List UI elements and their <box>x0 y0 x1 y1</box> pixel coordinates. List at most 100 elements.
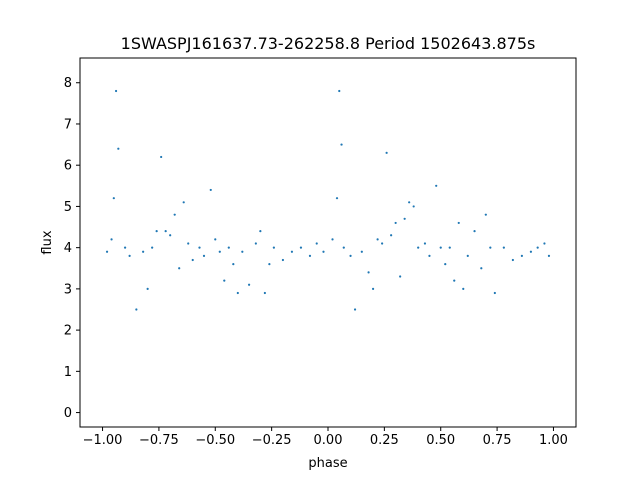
data-point <box>135 308 138 311</box>
data-point <box>259 230 262 233</box>
data-point <box>164 230 167 233</box>
data-point <box>202 254 206 257</box>
data-point <box>417 246 420 249</box>
data-point <box>169 234 172 237</box>
x-tick-label: 0.75 <box>483 433 512 448</box>
data-point <box>182 201 185 204</box>
data-point <box>128 254 131 257</box>
data-point <box>338 89 341 93</box>
chart-title: 1SWASPJ161637.73-262258.8 Period 1502643… <box>121 34 536 53</box>
data-point <box>473 230 476 233</box>
data-point <box>117 147 120 150</box>
data-point <box>209 188 212 192</box>
data-point <box>335 197 339 200</box>
data-point <box>191 258 194 262</box>
data-point <box>536 246 539 249</box>
data-point <box>349 254 352 257</box>
x-tick-label: 0.50 <box>426 433 455 448</box>
data-point <box>371 287 375 290</box>
data-point <box>155 230 158 233</box>
data-point <box>247 283 251 286</box>
data-point <box>308 254 312 257</box>
x-tick-label: −0.25 <box>252 433 292 448</box>
data-point <box>381 242 384 245</box>
y-tick-label: 6 <box>64 159 72 174</box>
data-point <box>403 217 406 220</box>
data-point <box>232 263 235 266</box>
data-point <box>511 258 514 262</box>
y-tick-label: 1 <box>64 365 72 380</box>
data-point <box>112 197 115 200</box>
scatter-points <box>105 89 551 311</box>
x-tick-label: −0.50 <box>195 433 235 448</box>
data-point <box>315 242 318 245</box>
data-point <box>412 205 415 208</box>
data-point <box>457 221 460 225</box>
data-point <box>272 246 275 249</box>
plot-frame <box>79 57 577 428</box>
data-point <box>543 242 546 245</box>
data-point <box>241 250 244 253</box>
data-point <box>198 246 201 249</box>
x-tick-label: 0.00 <box>314 433 343 448</box>
data-point <box>299 246 303 249</box>
data-point <box>254 242 257 245</box>
data-point <box>340 143 343 146</box>
y-tick-label: 7 <box>64 117 72 132</box>
data-point <box>223 279 226 282</box>
y-tick-label: 3 <box>64 282 72 297</box>
y-tick-label: 8 <box>64 76 72 91</box>
data-point <box>214 238 217 241</box>
x-tick-label: −1.00 <box>83 433 123 448</box>
data-point <box>105 250 109 253</box>
data-point <box>236 291 239 295</box>
x-axis: −1.00 −0.75 −0.50 −0.25 0.00 0.25 0.50 0.75 1.00 <box>83 427 568 448</box>
data-point <box>360 250 363 253</box>
data-point <box>110 238 113 241</box>
data-point <box>263 291 266 295</box>
data-point <box>489 246 492 249</box>
data-point <box>547 254 551 257</box>
data-point <box>444 263 447 266</box>
data-point <box>385 151 388 154</box>
x-tick-label: 0.25 <box>370 433 399 448</box>
y-axis-label: flux <box>40 230 55 254</box>
data-point <box>187 242 190 245</box>
data-point <box>480 267 483 270</box>
data-point <box>142 250 145 253</box>
data-point <box>342 246 345 249</box>
data-point <box>376 238 379 241</box>
x-axis-label: phase <box>308 456 347 471</box>
y-tick-label: 5 <box>64 200 72 215</box>
data-point <box>367 271 370 274</box>
data-point <box>218 250 221 253</box>
data-point <box>394 221 397 225</box>
data-point <box>502 246 505 249</box>
data-point <box>151 246 154 249</box>
data-point <box>146 287 149 290</box>
data-point <box>353 308 357 311</box>
data-point <box>281 258 285 262</box>
data-point <box>178 267 181 270</box>
data-point <box>435 184 438 187</box>
data-point <box>462 287 465 290</box>
data-point <box>114 89 118 93</box>
x-tick-label: −0.75 <box>139 433 179 448</box>
data-point <box>160 155 163 159</box>
data-point <box>520 254 523 257</box>
y-axis: 0 1 2 3 4 5 6 7 8 <box>64 76 80 421</box>
data-point <box>529 250 533 253</box>
x-tick-label: 1.00 <box>539 433 568 448</box>
data-point <box>322 250 325 253</box>
data-point <box>331 238 334 241</box>
data-point <box>423 242 427 245</box>
data-point <box>408 201 411 204</box>
data-point <box>227 246 230 249</box>
data-point <box>448 246 451 249</box>
data-point <box>390 234 393 237</box>
data-point <box>399 275 402 278</box>
data-point <box>466 254 469 257</box>
y-tick-label: 4 <box>64 241 72 256</box>
data-point <box>484 213 487 216</box>
